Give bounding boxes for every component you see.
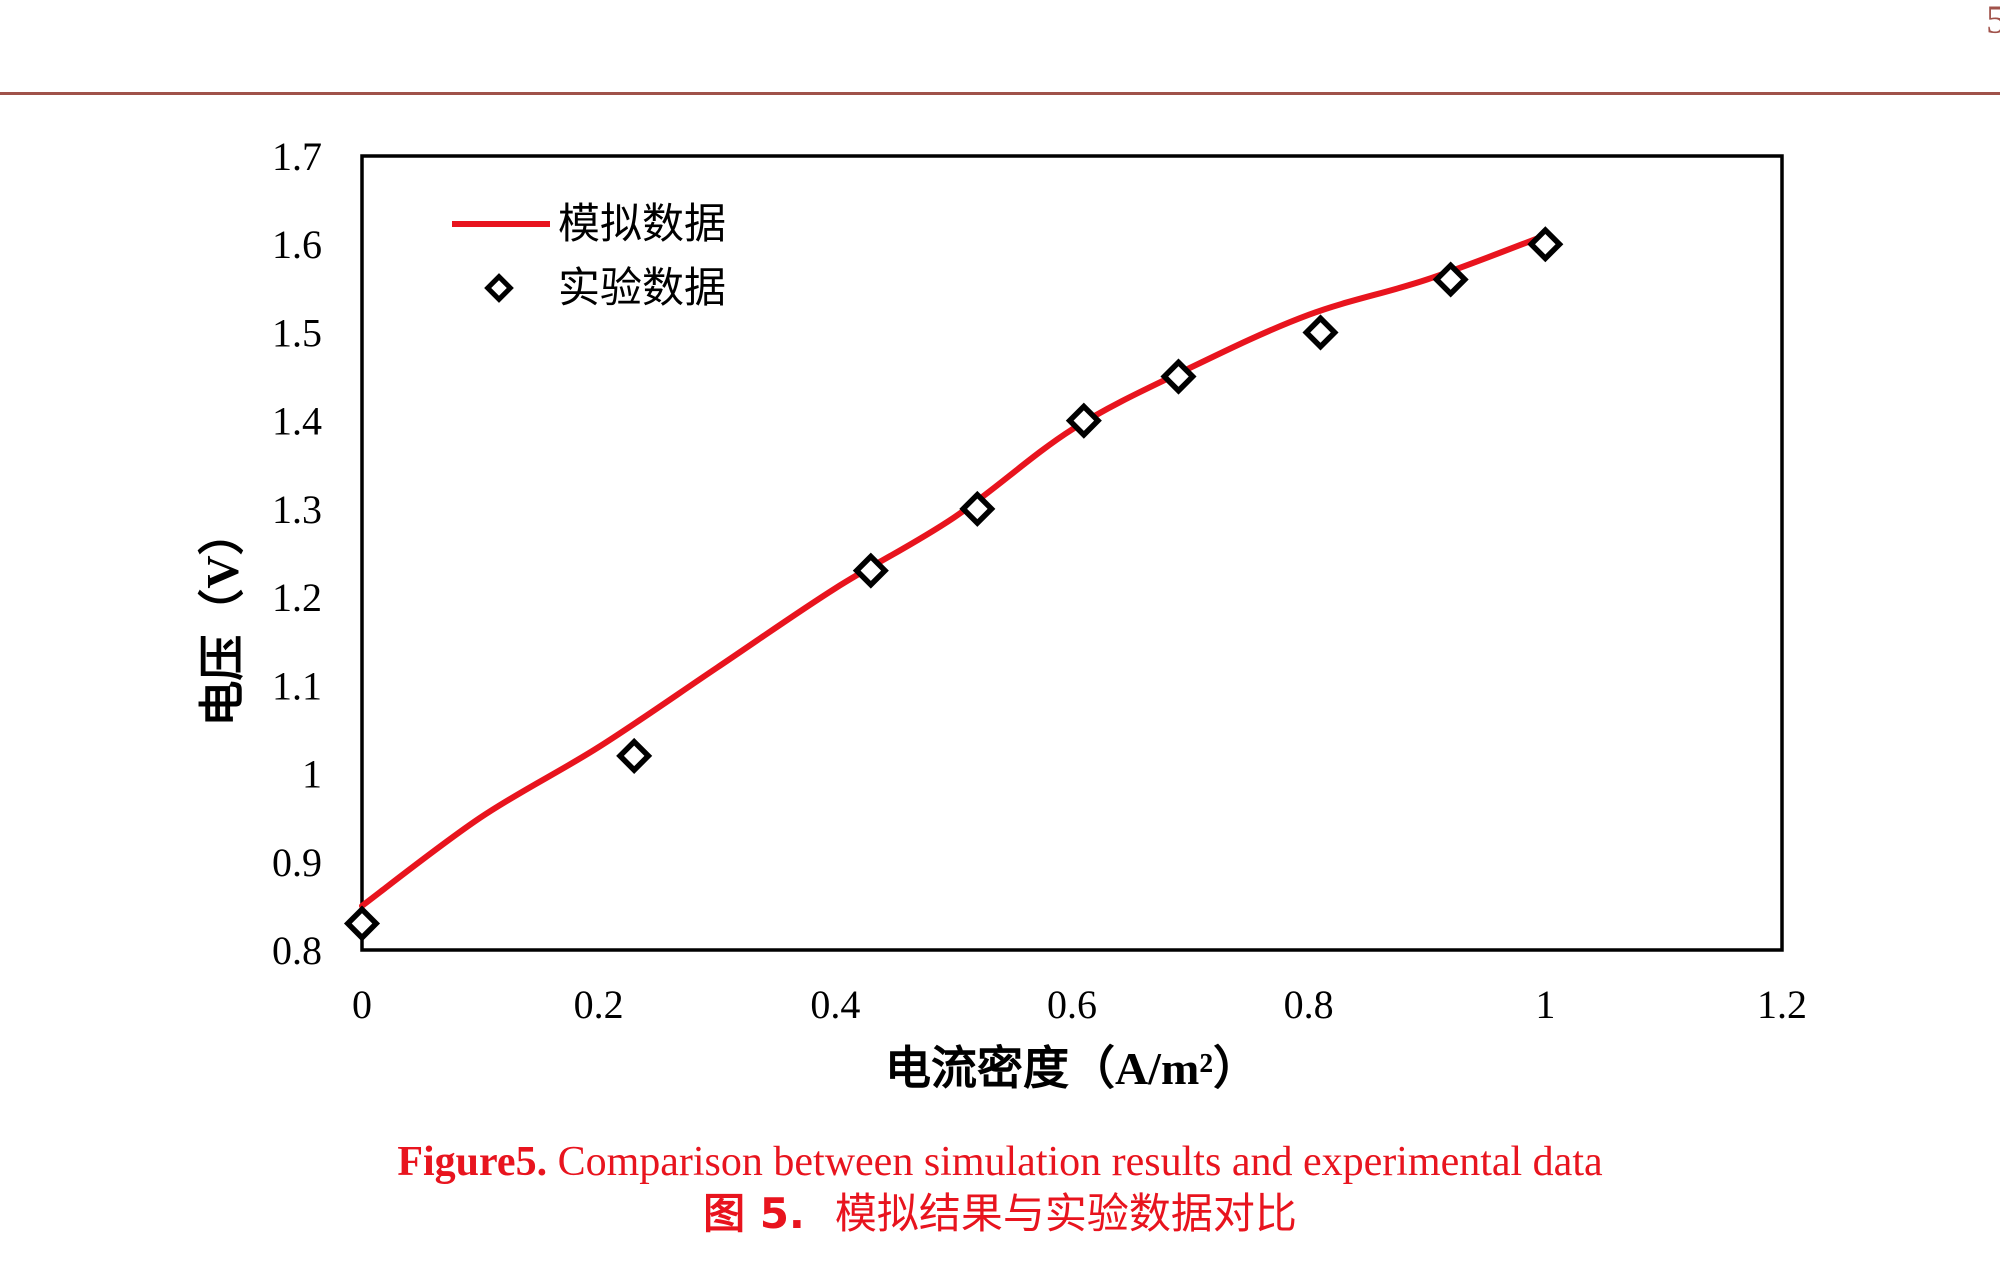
y-tick-label: 1.5 xyxy=(272,310,322,355)
experiment-data-point xyxy=(1302,314,1339,351)
x-axis-label: 电流密度（A/m²） xyxy=(885,1043,1259,1094)
simulation-series-line xyxy=(359,232,1549,909)
y-tick-label: 0.9 xyxy=(272,840,322,885)
x-tick-label: 0 xyxy=(352,982,372,1027)
y-tick-label: 1 xyxy=(302,752,322,797)
chart: 0.80.911.11.21.31.41.51.61.7 0 0.2 0.4 0.6 0… xyxy=(197,134,1807,1094)
x-tick-labels: 0 0.2 0.4 0.6 0.8 1 1.2 xyxy=(352,982,1807,1027)
figure-caption-chinese: 图 5. 模拟结果与实验数据对比 xyxy=(0,1188,2000,1240)
figure-caption-chinese-text: 模拟结果与实验数据对比 xyxy=(834,1189,1297,1238)
x-tick-label: 0.8 xyxy=(1284,982,1334,1027)
figure-label-english: Figure5. xyxy=(397,1139,548,1185)
x-tick-label: 0.4 xyxy=(810,982,860,1027)
y-tick-label: 1.2 xyxy=(272,575,322,620)
header-rule xyxy=(0,92,2000,95)
x-tick-label: 1.2 xyxy=(1757,982,1807,1027)
experiment-data-point xyxy=(1065,402,1102,439)
legend-label-simulation: 模拟数据 xyxy=(558,202,726,248)
page-number-fragment: 5 xyxy=(1986,0,2000,42)
y-axis-label: 电压（V） xyxy=(197,509,248,726)
legend: 模拟数据 实验数据 xyxy=(452,202,726,312)
figure-caption-english-text: Comparison between simulation results an… xyxy=(547,1139,1603,1185)
y-tick-label: 1.6 xyxy=(272,222,322,267)
plot-area-frame xyxy=(360,154,1784,952)
y-tick-label: 1.3 xyxy=(272,487,322,532)
figure-label-chinese: 图 5. xyxy=(703,1189,805,1238)
experiment-data-point xyxy=(852,552,889,589)
x-tick-label: 1 xyxy=(1535,982,1555,1027)
experiment-data-point xyxy=(1160,358,1197,395)
experiment-data-point xyxy=(1527,226,1564,263)
y-tick-labels: 0.8 0.9 1 1.1 1.2 1.3 1.4 1.5 1.6 1.7 xyxy=(272,134,322,973)
experiment-data-point xyxy=(616,737,653,774)
x-tick-label: 0.6 xyxy=(1047,982,1097,1027)
experiment-data-point xyxy=(1432,261,1469,298)
x-tick-label: 0.2 xyxy=(574,982,624,1027)
experiment-data-point xyxy=(959,490,996,527)
legend-diamond-swatch xyxy=(484,273,514,303)
y-tick-label: 1.7 xyxy=(272,134,322,179)
experiment-data-point xyxy=(343,905,381,942)
y-tick-label: 0.8 xyxy=(272,928,322,973)
y-tick-label: 1.4 xyxy=(272,399,322,444)
legend-label-experiment: 实验数据 xyxy=(558,265,726,312)
y-tick-label: 1.1 xyxy=(272,663,322,708)
series-layer xyxy=(343,226,1564,942)
figure-caption-english: Figure5. Comparison between simulation r… xyxy=(0,1136,2000,1188)
